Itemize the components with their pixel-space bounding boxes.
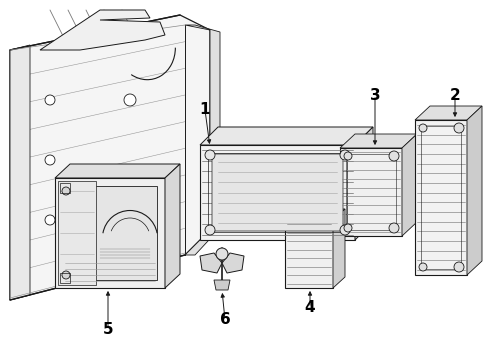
Polygon shape [40,10,165,50]
Polygon shape [200,127,373,145]
Circle shape [454,262,464,272]
Circle shape [344,152,352,160]
Polygon shape [340,148,402,236]
Polygon shape [355,165,385,195]
Polygon shape [340,134,417,148]
Circle shape [344,224,352,232]
Circle shape [419,124,427,132]
Bar [346,154,396,230]
Polygon shape [58,181,96,285]
Bar [208,153,347,232]
Polygon shape [415,106,482,120]
Polygon shape [10,45,30,300]
Polygon shape [200,253,222,273]
Polygon shape [55,164,180,178]
Circle shape [389,223,399,233]
Polygon shape [222,253,244,273]
Polygon shape [214,280,230,290]
Circle shape [45,155,55,165]
Polygon shape [402,134,417,236]
Circle shape [419,263,427,271]
Circle shape [340,225,350,235]
Polygon shape [55,178,165,288]
Circle shape [45,215,55,225]
Polygon shape [355,127,373,240]
Circle shape [216,248,228,260]
Bar [421,126,461,269]
Circle shape [389,151,399,161]
Bar [90,230,145,252]
Circle shape [106,256,114,264]
Polygon shape [285,209,345,220]
Circle shape [62,271,70,279]
Polygon shape [333,209,345,288]
Text: 5: 5 [103,323,113,338]
Text: 1: 1 [200,103,210,117]
Circle shape [136,256,144,264]
Circle shape [454,123,464,133]
Text: 6: 6 [220,312,230,328]
Polygon shape [10,15,210,300]
Text: 2: 2 [450,87,461,103]
Circle shape [205,225,215,235]
Bar [60,273,70,283]
Polygon shape [185,25,220,255]
Polygon shape [285,220,333,288]
Circle shape [340,150,350,160]
Polygon shape [415,120,467,275]
Text: 4: 4 [305,301,315,315]
Circle shape [62,187,70,195]
Polygon shape [165,164,180,288]
Circle shape [45,95,55,105]
Circle shape [124,94,136,106]
FancyBboxPatch shape [212,154,343,231]
Text: 3: 3 [369,87,380,103]
Bar [60,183,70,193]
Polygon shape [467,106,482,275]
Circle shape [125,195,135,205]
Circle shape [205,150,215,160]
Bar [63,186,157,280]
Polygon shape [200,145,355,240]
